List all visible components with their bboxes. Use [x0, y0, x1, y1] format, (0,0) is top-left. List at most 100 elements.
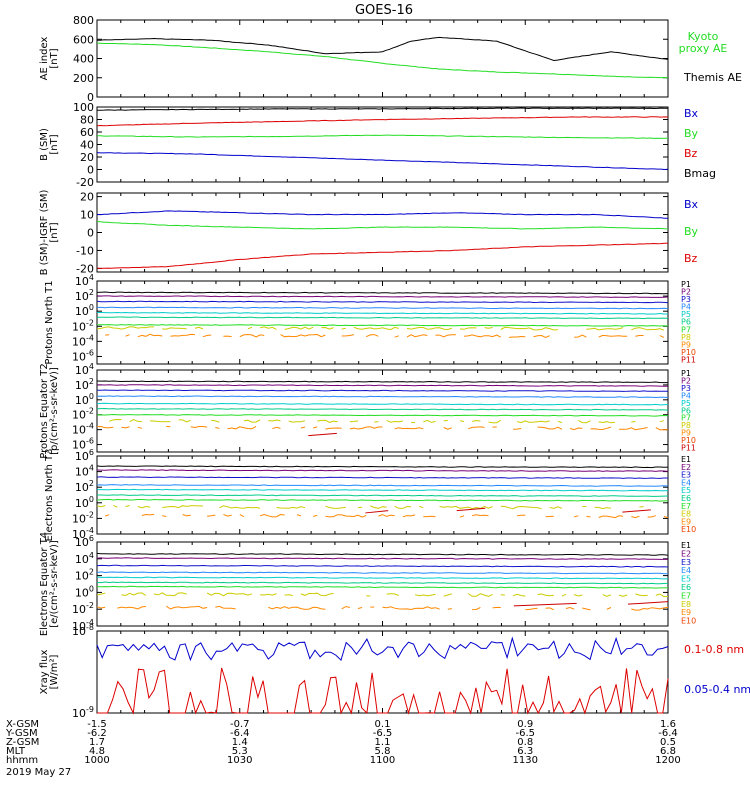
channel-legend-entry: E1 [681, 455, 691, 464]
channel-line [137, 333, 163, 338]
channel-legend-entry: P2 [681, 376, 691, 385]
y-axis-label: B (SM) [39, 128, 50, 161]
channel-legend-entry: P8 [681, 333, 691, 342]
channel-line [96, 505, 106, 508]
channel-line [631, 327, 665, 331]
channel-line [129, 419, 142, 423]
channel-line [284, 594, 293, 597]
panel-frame [96, 106, 669, 183]
channel-legend-entry: P8 [681, 421, 691, 430]
ephemeris-value: 0.5 [660, 737, 676, 748]
ephemeris-value: -6.5 [373, 728, 393, 739]
channel-segment [513, 602, 577, 607]
y-tick-label: 104 [75, 273, 94, 288]
channel-segment [627, 601, 669, 605]
channel-line [97, 384, 668, 387]
ephemeris-value: -6.4 [230, 728, 250, 739]
channel-line [182, 514, 191, 517]
channel-legend-entry: E9 [681, 517, 691, 526]
channel-line [472, 419, 481, 422]
channel-line [525, 607, 538, 611]
channel-line [96, 324, 669, 327]
ephemeris-value: 1.1 [375, 737, 391, 748]
legend-entry: Kyoto proxy AE [679, 30, 728, 55]
channel-line [406, 327, 452, 331]
channel-line [219, 505, 261, 509]
y-tick-label: 20 [80, 151, 94, 164]
channel-line [96, 300, 669, 304]
channel-line [635, 335, 644, 337]
channel-line [492, 606, 501, 609]
channel-line [96, 592, 106, 596]
channel-legend-entry: E8 [681, 600, 691, 609]
channel-line [439, 505, 493, 510]
channel-line [447, 608, 452, 610]
y-tick-label: 100 [75, 392, 94, 407]
channel-line [349, 426, 383, 430]
channel-line [349, 420, 359, 423]
channel-line [459, 515, 465, 518]
channel-line [655, 427, 669, 431]
ephemeris-value: 0.1 [375, 719, 391, 730]
channel-line [223, 513, 232, 517]
channel-line [96, 571, 668, 575]
channel-line [586, 515, 591, 518]
y-tick-label: 104 [75, 464, 94, 479]
channel-line [280, 333, 326, 338]
channel-line [365, 334, 379, 338]
channel-line [565, 606, 575, 610]
channel-legend-entry: P7 [681, 414, 691, 423]
channel-legend-entry: E4 [681, 566, 691, 575]
channel-line [202, 334, 212, 338]
channel-line [113, 504, 118, 508]
channel-line [574, 594, 583, 597]
channel-line [386, 593, 399, 596]
channel-line [435, 334, 456, 338]
y-tick-label: -20 [76, 176, 94, 189]
channel-legend-entry: E1 [681, 541, 691, 550]
y-tick-label: 0 [87, 164, 94, 177]
ephemeris-value: 1.6 [660, 719, 676, 730]
channel-line [96, 380, 668, 384]
ephemeris-value: 1130 [513, 755, 538, 766]
legend-entry: By [684, 225, 699, 238]
y-axis-label: Protons North T1 [44, 280, 55, 364]
channel-line [239, 514, 245, 518]
channel-line [659, 420, 665, 423]
ephemeris-value: 5.3 [232, 746, 248, 757]
channel-line [313, 514, 318, 517]
channel-line [96, 564, 669, 568]
channel-line [500, 594, 505, 596]
y-tick-label: 400 [73, 53, 94, 66]
channel-line [488, 419, 502, 424]
channel-segment [456, 507, 486, 512]
channel-line [606, 607, 612, 610]
y-tick-label: 104 [75, 362, 94, 377]
series-line [96, 242, 668, 269]
channel-line [239, 333, 265, 338]
channel-line [459, 327, 477, 330]
y-tick-label: 40 [80, 139, 94, 152]
y-tick-label: 10-9 [72, 705, 94, 720]
channel-line [386, 419, 403, 423]
y-tick-label: 106 [75, 534, 94, 549]
channel-line [341, 327, 346, 330]
channel-line [96, 295, 669, 298]
channel-line [586, 327, 624, 331]
legend: Kyoto proxy AE Themis AE [679, 30, 742, 84]
channel-line [325, 505, 346, 509]
panel-frame [96, 192, 669, 273]
legend-entry: 0.05-0.4 nm [684, 683, 750, 696]
ephemeris-row-label: hhmm [6, 755, 38, 766]
series-line [96, 152, 669, 171]
y-axis-label: [e/(cm²-s-sr-keV)] [49, 540, 60, 628]
channel-line [97, 311, 668, 315]
channel-line [96, 576, 669, 580]
y-axis-label: Protons Equator T2 [39, 363, 50, 459]
channel-line [206, 592, 253, 597]
channel-line [537, 593, 554, 597]
legend-entry: Themis AE [683, 71, 742, 84]
